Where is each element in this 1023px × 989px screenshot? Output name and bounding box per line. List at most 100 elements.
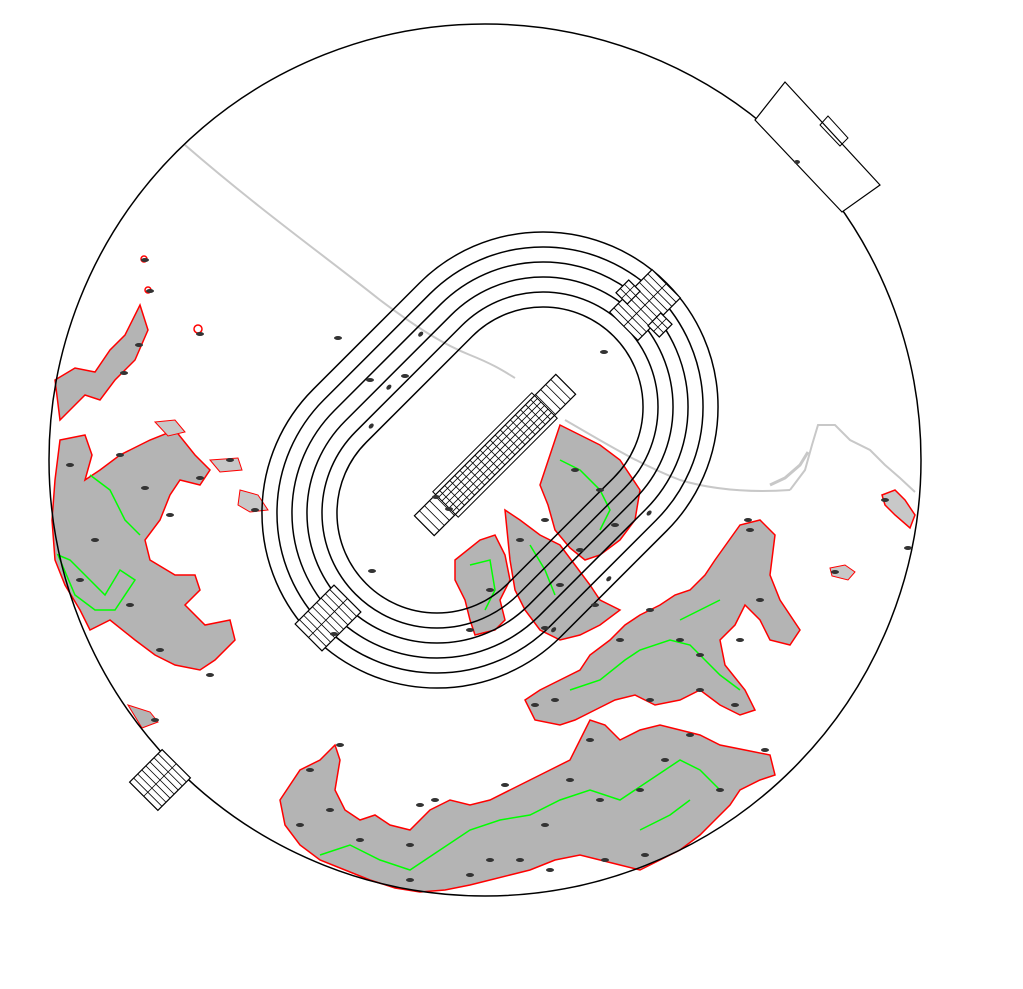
- elevation-point-marker: [401, 374, 409, 378]
- access-road: [184, 144, 916, 493]
- elevation-point-marker: [120, 371, 128, 375]
- elevation-point-marker: [226, 458, 234, 462]
- track-marker: [368, 423, 374, 429]
- contour-region-south: [279, 719, 776, 893]
- elevation-point-marker: [486, 588, 494, 592]
- elevation-point-marker: [196, 476, 204, 480]
- track-lane-2: [321, 291, 659, 629]
- elevation-point-marker: [126, 603, 134, 607]
- track-lane-1: [336, 306, 644, 614]
- elevation-point-marker: [466, 873, 474, 877]
- elevation-point-marker: [541, 823, 549, 827]
- elevation-point-marker: [432, 495, 440, 499]
- elevation-point-marker: [366, 378, 374, 382]
- elevation-point-marker: [330, 632, 338, 636]
- elevation-point-marker: [501, 783, 509, 787]
- elevation-point-marker: [368, 569, 376, 573]
- elevation-point-marker: [516, 858, 524, 862]
- elevation-point-marker: [296, 823, 304, 827]
- contour-region-west: [51, 303, 269, 729]
- elevation-point-marker: [636, 788, 644, 792]
- elevation-point-marker: [596, 488, 604, 492]
- southwest-stand: [294, 584, 362, 652]
- northeast-entrance-building: [754, 81, 881, 213]
- contour-region-east: [524, 519, 801, 726]
- elevation-point-marker: [141, 258, 149, 262]
- elevation-point-marker: [151, 718, 159, 722]
- elevation-point-marker: [731, 703, 739, 707]
- northeast-stand: [608, 268, 682, 342]
- elevation-point-marker: [431, 798, 439, 802]
- elevation-point-marker: [76, 578, 84, 582]
- elevation-point-marker: [541, 626, 549, 630]
- elevation-point-marker: [531, 703, 539, 707]
- elevation-point-marker: [166, 513, 174, 517]
- elevation-point-marker: [881, 498, 889, 502]
- elevation-point-marker: [831, 570, 839, 574]
- elevation-point-marker: [516, 538, 524, 542]
- elevation-point-marker: [600, 350, 608, 354]
- elevation-point-marker: [591, 603, 599, 607]
- track-marker: [606, 576, 612, 582]
- elevation-point-marker: [251, 508, 259, 512]
- elevation-point-marker: [661, 758, 669, 762]
- elevation-point-marker: [416, 803, 424, 807]
- running-track: [261, 231, 719, 689]
- track-marker: [551, 627, 557, 633]
- elevation-point-marker: [646, 698, 654, 702]
- track-lane-6: [261, 231, 719, 689]
- elevation-point-marker: [586, 738, 594, 742]
- elevation-point-marker: [206, 673, 214, 677]
- elevation-point-marker: [744, 518, 752, 522]
- elevation-point-marker: [676, 638, 684, 642]
- elevation-point-marker: [116, 453, 124, 457]
- elevation-point-marker: [541, 518, 549, 522]
- elevation-point-marker: [551, 698, 559, 702]
- elevation-point-marker: [616, 638, 624, 642]
- elevation-point-marker: [546, 868, 554, 872]
- elevation-point-marker: [306, 768, 314, 772]
- elevation-point-marker: [406, 843, 414, 847]
- elevation-point-marker: [696, 653, 704, 657]
- track-marker: [386, 384, 392, 390]
- elevation-point-marker: [696, 688, 704, 692]
- elevation-point-marker: [336, 743, 344, 747]
- elevation-point-marker: [566, 778, 574, 782]
- elevation-point-marker: [141, 486, 149, 490]
- track-lane-3: [306, 276, 674, 644]
- central-grandstand: [413, 373, 577, 537]
- elevation-point-marker: [466, 628, 474, 632]
- elevation-point-marker: [326, 808, 334, 812]
- elevation-point-marker: [641, 853, 649, 857]
- elevation-point-marker: [571, 468, 579, 472]
- elevation-point-marker: [746, 528, 754, 532]
- terrain-contours: [51, 255, 916, 893]
- elevation-point-marker: [146, 289, 154, 293]
- track-marker: [646, 510, 652, 516]
- elevation-point-marker: [556, 583, 564, 587]
- survey-points: [66, 258, 912, 882]
- elevation-point-marker: [686, 733, 694, 737]
- elevation-point-marker: [91, 538, 99, 542]
- southwest-entrance-stair: [128, 748, 192, 812]
- elevation-point-marker: [66, 463, 74, 467]
- elevation-point-marker: [611, 523, 619, 527]
- elevation-point-marker: [356, 838, 364, 842]
- elevation-point-marker: [334, 336, 342, 340]
- elevation-point-marker: [904, 546, 912, 550]
- elevation-point-marker: [576, 548, 584, 552]
- elevation-point-marker: [135, 343, 143, 347]
- elevation-point-marker: [156, 648, 164, 652]
- elevation-point-marker: [761, 748, 769, 752]
- track-lane-5: [276, 246, 704, 674]
- elevation-point-marker: [601, 858, 609, 862]
- elevation-point-marker: [736, 638, 744, 642]
- elevation-point-marker: [445, 507, 453, 511]
- elevation-point-marker: [486, 858, 494, 862]
- elevation-point-marker: [596, 798, 604, 802]
- track-lane-4: [291, 261, 689, 659]
- elevation-point-marker: [406, 878, 414, 882]
- elevation-point-marker: [196, 332, 204, 336]
